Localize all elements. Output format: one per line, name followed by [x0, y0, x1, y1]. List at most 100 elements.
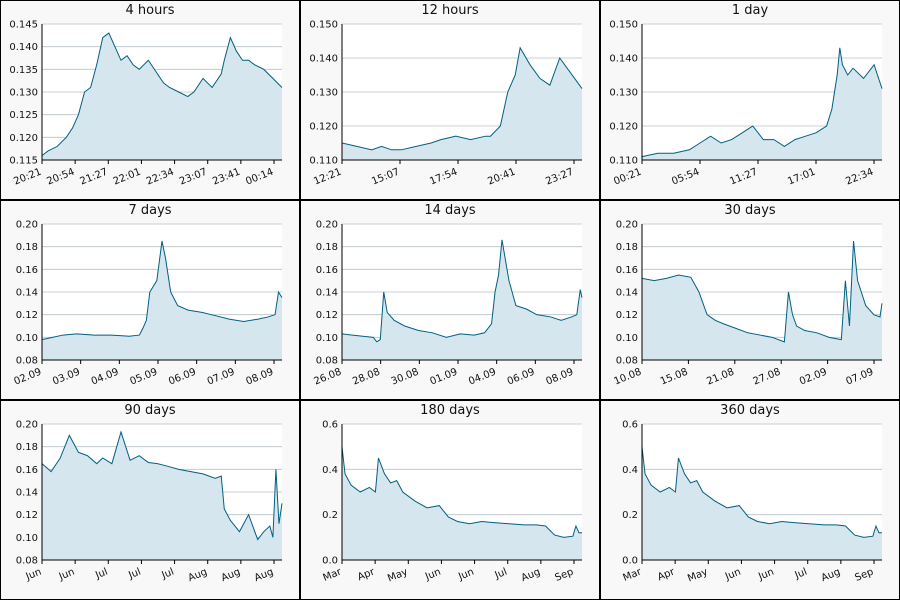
chart-title: 7 days	[128, 203, 172, 218]
x-tick-label: 06.09	[506, 367, 537, 388]
chart-svg: 0.115 0.120 0.125 0.130 0.135 0.140 0.145 20:21…	[9, 20, 283, 188]
x-tick-label: 17:54	[428, 167, 459, 188]
y-tick-label: 0.6	[322, 420, 338, 431]
y-tick-label: 0.12	[316, 310, 338, 321]
y-tick-label: 0.16	[316, 265, 338, 276]
series-line	[41, 240, 283, 341]
y-tick-label: 0.20	[16, 420, 38, 431]
x-tick-label: Aug	[253, 567, 275, 585]
x-tick-label: Jun	[423, 567, 443, 583]
chart-svg: 0.08 0.10 0.12 0.14 0.16 0.18 0.20 10.08 15.08 21…	[612, 220, 883, 388]
y-tick-label: 0.10	[616, 333, 638, 344]
x-tick-label: 26.08	[312, 367, 343, 388]
chart-title: 30 days	[724, 203, 776, 218]
x-tick-label: 02.09	[798, 367, 829, 388]
chart-panel: 90 days 0.08 0.10 0.12 0.14 0.16 0.18 0.20 Jun Ju…	[0, 400, 300, 600]
y-tick-label: 0.140	[309, 54, 338, 65]
chart-panel: 12 hours 0.110 0.120 0.130 0.140 0.150 12:21 15…	[300, 0, 600, 200]
series-area	[642, 446, 882, 560]
chart-svg: 0.08 0.10 0.12 0.14 0.16 0.18 0.20 Jun Jun Jul Jul…	[16, 420, 283, 585]
y-tick-label: 0.12	[616, 310, 638, 321]
y-tick-label: 0.110	[309, 156, 338, 167]
series-line	[641, 446, 882, 538]
x-tick-label: 15:07	[370, 167, 401, 188]
x-tick-label: 00:21	[612, 167, 643, 188]
y-tick-label: 0.20	[616, 220, 638, 231]
series-area	[42, 431, 282, 560]
series-area	[42, 33, 282, 160]
x-tick-label: Jun	[24, 567, 44, 583]
x-tick-label: 00:14	[244, 167, 275, 188]
x-tick-label: Aug	[220, 567, 242, 585]
x-tick-label: Jul	[159, 567, 175, 582]
x-tick-label: 20:21	[12, 167, 43, 188]
y-tick-label: 0.08	[16, 556, 38, 567]
x-tick-label: 22:01	[112, 167, 143, 188]
y-tick-label: 0.12	[16, 310, 38, 321]
x-tick-label: Aug	[520, 567, 542, 585]
y-tick-label: 0.18	[316, 242, 338, 253]
x-tick-label: Jul	[793, 567, 809, 582]
chart-svg: 0.110 0.120 0.130 0.140 0.150 12:21 15:07 17:54…	[309, 20, 583, 188]
x-tick-label: Jul	[93, 567, 109, 582]
x-tick-label: 05:54	[670, 167, 701, 188]
chart-svg: 0.08 0.10 0.12 0.14 0.16 0.18 0.20 26.08 28.08 30…	[312, 220, 583, 388]
x-tick-label: 03.09	[51, 367, 82, 388]
y-tick-label: 0.120	[609, 122, 638, 133]
x-tick-label: Aug	[820, 567, 842, 585]
x-tick-label: 22:34	[145, 167, 176, 188]
series-area	[642, 47, 882, 160]
x-tick-label: 02.09	[12, 367, 43, 388]
x-tick-label: 06.09	[167, 367, 198, 388]
y-tick-label: 0.150	[609, 20, 638, 31]
y-tick-label: 0.0	[622, 556, 638, 567]
y-tick-label: 0.4	[322, 465, 338, 476]
y-tick-label: 0.140	[9, 42, 38, 53]
y-tick-label: 0.08	[616, 356, 638, 367]
x-tick-label: 23:07	[178, 167, 209, 188]
x-tick-label: 11:27	[728, 167, 759, 188]
series-area	[342, 239, 582, 360]
chart-panel: 30 days 0.08 0.10 0.12 0.14 0.16 0.18 0.20 10.08…	[600, 200, 900, 400]
y-tick-label: 0.12	[16, 510, 38, 521]
series-line	[41, 430, 283, 541]
x-tick-label: 20:41	[486, 167, 517, 188]
x-tick-label: 27.08	[752, 367, 783, 388]
y-tick-label: 0.08	[16, 356, 38, 367]
chart-title: 14 days	[424, 203, 476, 218]
x-tick-label: 01.09	[428, 367, 459, 388]
x-tick-label: 08.09	[544, 367, 575, 388]
series-line	[341, 239, 583, 343]
x-tick-label: 22:34	[844, 167, 875, 188]
x-tick-label: Apr	[656, 566, 677, 583]
x-tick-label: May	[386, 567, 409, 585]
x-tick-label: Jun	[57, 567, 77, 583]
x-tick-label: 08.09	[244, 367, 275, 388]
chart-panel: 14 days 0.08 0.10 0.12 0.14 0.16 0.18 0.20 26.08…	[300, 200, 600, 400]
series-line	[341, 446, 582, 538]
chart-title: 180 days	[420, 403, 480, 418]
x-tick-label: 10.08	[612, 367, 643, 388]
y-tick-label: 0.14	[616, 288, 638, 299]
x-tick-label: Jun	[456, 567, 476, 583]
x-tick-label: 07.09	[206, 367, 237, 388]
y-tick-label: 0.18	[16, 442, 38, 453]
y-tick-label: 0.140	[609, 54, 638, 65]
x-tick-label: Mar	[322, 566, 344, 584]
y-tick-label: 0.14	[316, 288, 338, 299]
x-tick-label: 21.08	[705, 367, 736, 388]
y-tick-label: 0.16	[16, 265, 38, 276]
x-tick-label: Aug	[187, 567, 209, 585]
series-area	[42, 241, 282, 360]
y-tick-label: 0.20	[316, 220, 338, 231]
y-tick-label: 0.6	[622, 420, 638, 431]
x-tick-label: 30.08	[390, 367, 421, 388]
x-tick-label: 04.09	[90, 367, 121, 388]
series-line	[341, 46, 583, 151]
y-tick-label: 0.125	[9, 110, 38, 121]
chart-title: 90 days	[124, 403, 176, 418]
y-tick-label: 0.14	[16, 288, 38, 299]
y-tick-label: 0.16	[16, 465, 38, 476]
chart-title: 12 hours	[421, 3, 479, 18]
chart-panel: 4 hours 0.115 0.120 0.125 0.130 0.135 0.140 0.1…	[0, 0, 300, 200]
